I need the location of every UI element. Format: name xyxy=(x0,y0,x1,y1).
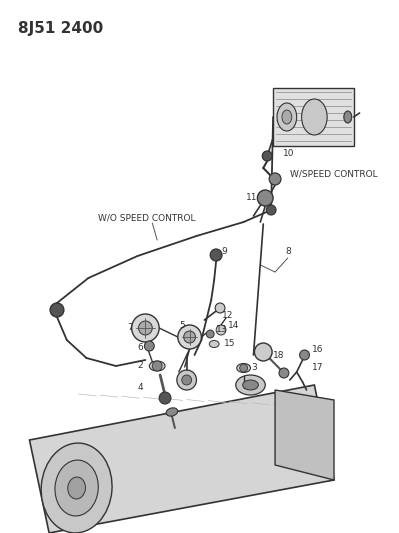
Circle shape xyxy=(269,173,281,185)
Text: 2: 2 xyxy=(138,361,143,370)
Text: 11: 11 xyxy=(246,193,257,203)
Ellipse shape xyxy=(282,110,292,124)
Text: 8: 8 xyxy=(285,247,290,256)
Text: 7: 7 xyxy=(128,324,133,333)
Text: 14: 14 xyxy=(228,320,239,329)
Text: 13: 13 xyxy=(216,326,227,335)
Circle shape xyxy=(159,392,171,404)
Polygon shape xyxy=(273,88,354,146)
Circle shape xyxy=(216,325,226,335)
Circle shape xyxy=(255,343,272,361)
Text: 3: 3 xyxy=(251,364,257,373)
Polygon shape xyxy=(275,390,334,480)
Text: 6: 6 xyxy=(138,343,143,352)
Circle shape xyxy=(138,321,152,335)
Ellipse shape xyxy=(149,361,165,371)
Ellipse shape xyxy=(237,364,251,373)
Text: 17: 17 xyxy=(312,364,324,373)
Ellipse shape xyxy=(302,99,327,135)
Text: 9: 9 xyxy=(221,247,227,256)
Text: W/SPEED CONTROL: W/SPEED CONTROL xyxy=(290,169,377,179)
Circle shape xyxy=(50,303,64,317)
Text: 15: 15 xyxy=(224,340,235,349)
Circle shape xyxy=(144,341,154,351)
Ellipse shape xyxy=(55,460,98,516)
Circle shape xyxy=(215,303,225,313)
Polygon shape xyxy=(30,385,334,533)
Ellipse shape xyxy=(277,103,297,131)
Ellipse shape xyxy=(41,443,112,533)
Circle shape xyxy=(177,370,196,390)
Circle shape xyxy=(240,364,247,372)
Circle shape xyxy=(257,190,273,206)
Ellipse shape xyxy=(243,380,259,390)
Ellipse shape xyxy=(209,341,219,348)
Circle shape xyxy=(178,325,201,349)
Text: 18: 18 xyxy=(273,351,284,360)
Text: 8J51 2400: 8J51 2400 xyxy=(18,20,103,36)
Text: 10: 10 xyxy=(283,149,294,158)
Ellipse shape xyxy=(236,375,265,395)
Circle shape xyxy=(152,361,162,371)
Circle shape xyxy=(184,331,196,343)
Circle shape xyxy=(300,350,310,360)
Circle shape xyxy=(262,151,272,161)
Text: 4: 4 xyxy=(138,384,143,392)
Ellipse shape xyxy=(166,408,178,416)
Circle shape xyxy=(266,205,276,215)
Circle shape xyxy=(206,330,214,338)
Circle shape xyxy=(182,375,192,385)
Circle shape xyxy=(210,249,222,261)
Text: W/O SPEED CONTROL: W/O SPEED CONTROL xyxy=(98,214,196,222)
Ellipse shape xyxy=(68,477,85,499)
Circle shape xyxy=(132,314,159,342)
Text: 12: 12 xyxy=(222,311,233,319)
Text: 16: 16 xyxy=(312,345,324,354)
Circle shape xyxy=(279,368,289,378)
Ellipse shape xyxy=(344,111,352,123)
Text: 5: 5 xyxy=(180,320,186,329)
